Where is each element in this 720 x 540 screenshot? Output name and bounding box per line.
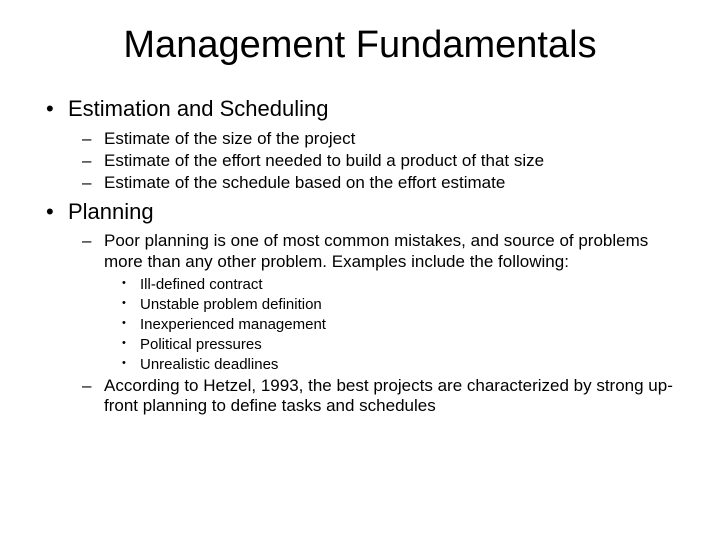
bullet-list-lvl2: Poor planning is one of most common mist… — [78, 231, 680, 417]
list-item: Planning Poor planning is one of most co… — [40, 198, 680, 417]
bullet-text: Estimation and Scheduling — [68, 96, 329, 121]
slide-title: Management Fundamentals — [40, 24, 680, 67]
slide: Management Fundamentals Estimation and S… — [0, 0, 720, 540]
list-item: Unstable problem definition — [118, 296, 680, 314]
bullet-list-lvl2: Estimate of the size of the project Esti… — [78, 129, 680, 194]
bullet-text: Planning — [68, 199, 154, 224]
bullet-text: Unstable problem definition — [140, 296, 322, 313]
list-item: Ill-defined contract — [118, 276, 680, 294]
list-item: Estimate of the schedule based on the ef… — [78, 173, 680, 193]
bullet-text: Unrealistic deadlines — [140, 356, 278, 373]
bullet-text: Estimate of the size of the project — [104, 129, 355, 148]
list-item: According to Hetzel, 1993, the best proj… — [78, 376, 680, 417]
list-item: Estimate of the size of the project — [78, 129, 680, 149]
bullet-text: Inexperienced management — [140, 316, 326, 333]
list-item: Inexperienced management — [118, 316, 680, 334]
list-item: Unrealistic deadlines — [118, 356, 680, 374]
bullet-list-lvl3: Ill-defined contract Unstable problem de… — [118, 276, 680, 374]
bullet-text: Poor planning is one of most common mist… — [104, 231, 648, 270]
list-item: Estimation and Scheduling Estimate of th… — [40, 95, 680, 194]
list-item: Poor planning is one of most common mist… — [78, 231, 680, 374]
bullet-text: Political pressures — [140, 336, 262, 353]
list-item: Estimate of the effort needed to build a… — [78, 151, 680, 171]
bullet-text: According to Hetzel, 1993, the best proj… — [104, 376, 673, 415]
list-item: Political pressures — [118, 336, 680, 354]
bullet-text: Ill-defined contract — [140, 276, 263, 293]
bullet-list-lvl1: Estimation and Scheduling Estimate of th… — [40, 95, 680, 417]
bullet-text: Estimate of the schedule based on the ef… — [104, 173, 505, 192]
bullet-text: Estimate of the effort needed to build a… — [104, 151, 544, 170]
